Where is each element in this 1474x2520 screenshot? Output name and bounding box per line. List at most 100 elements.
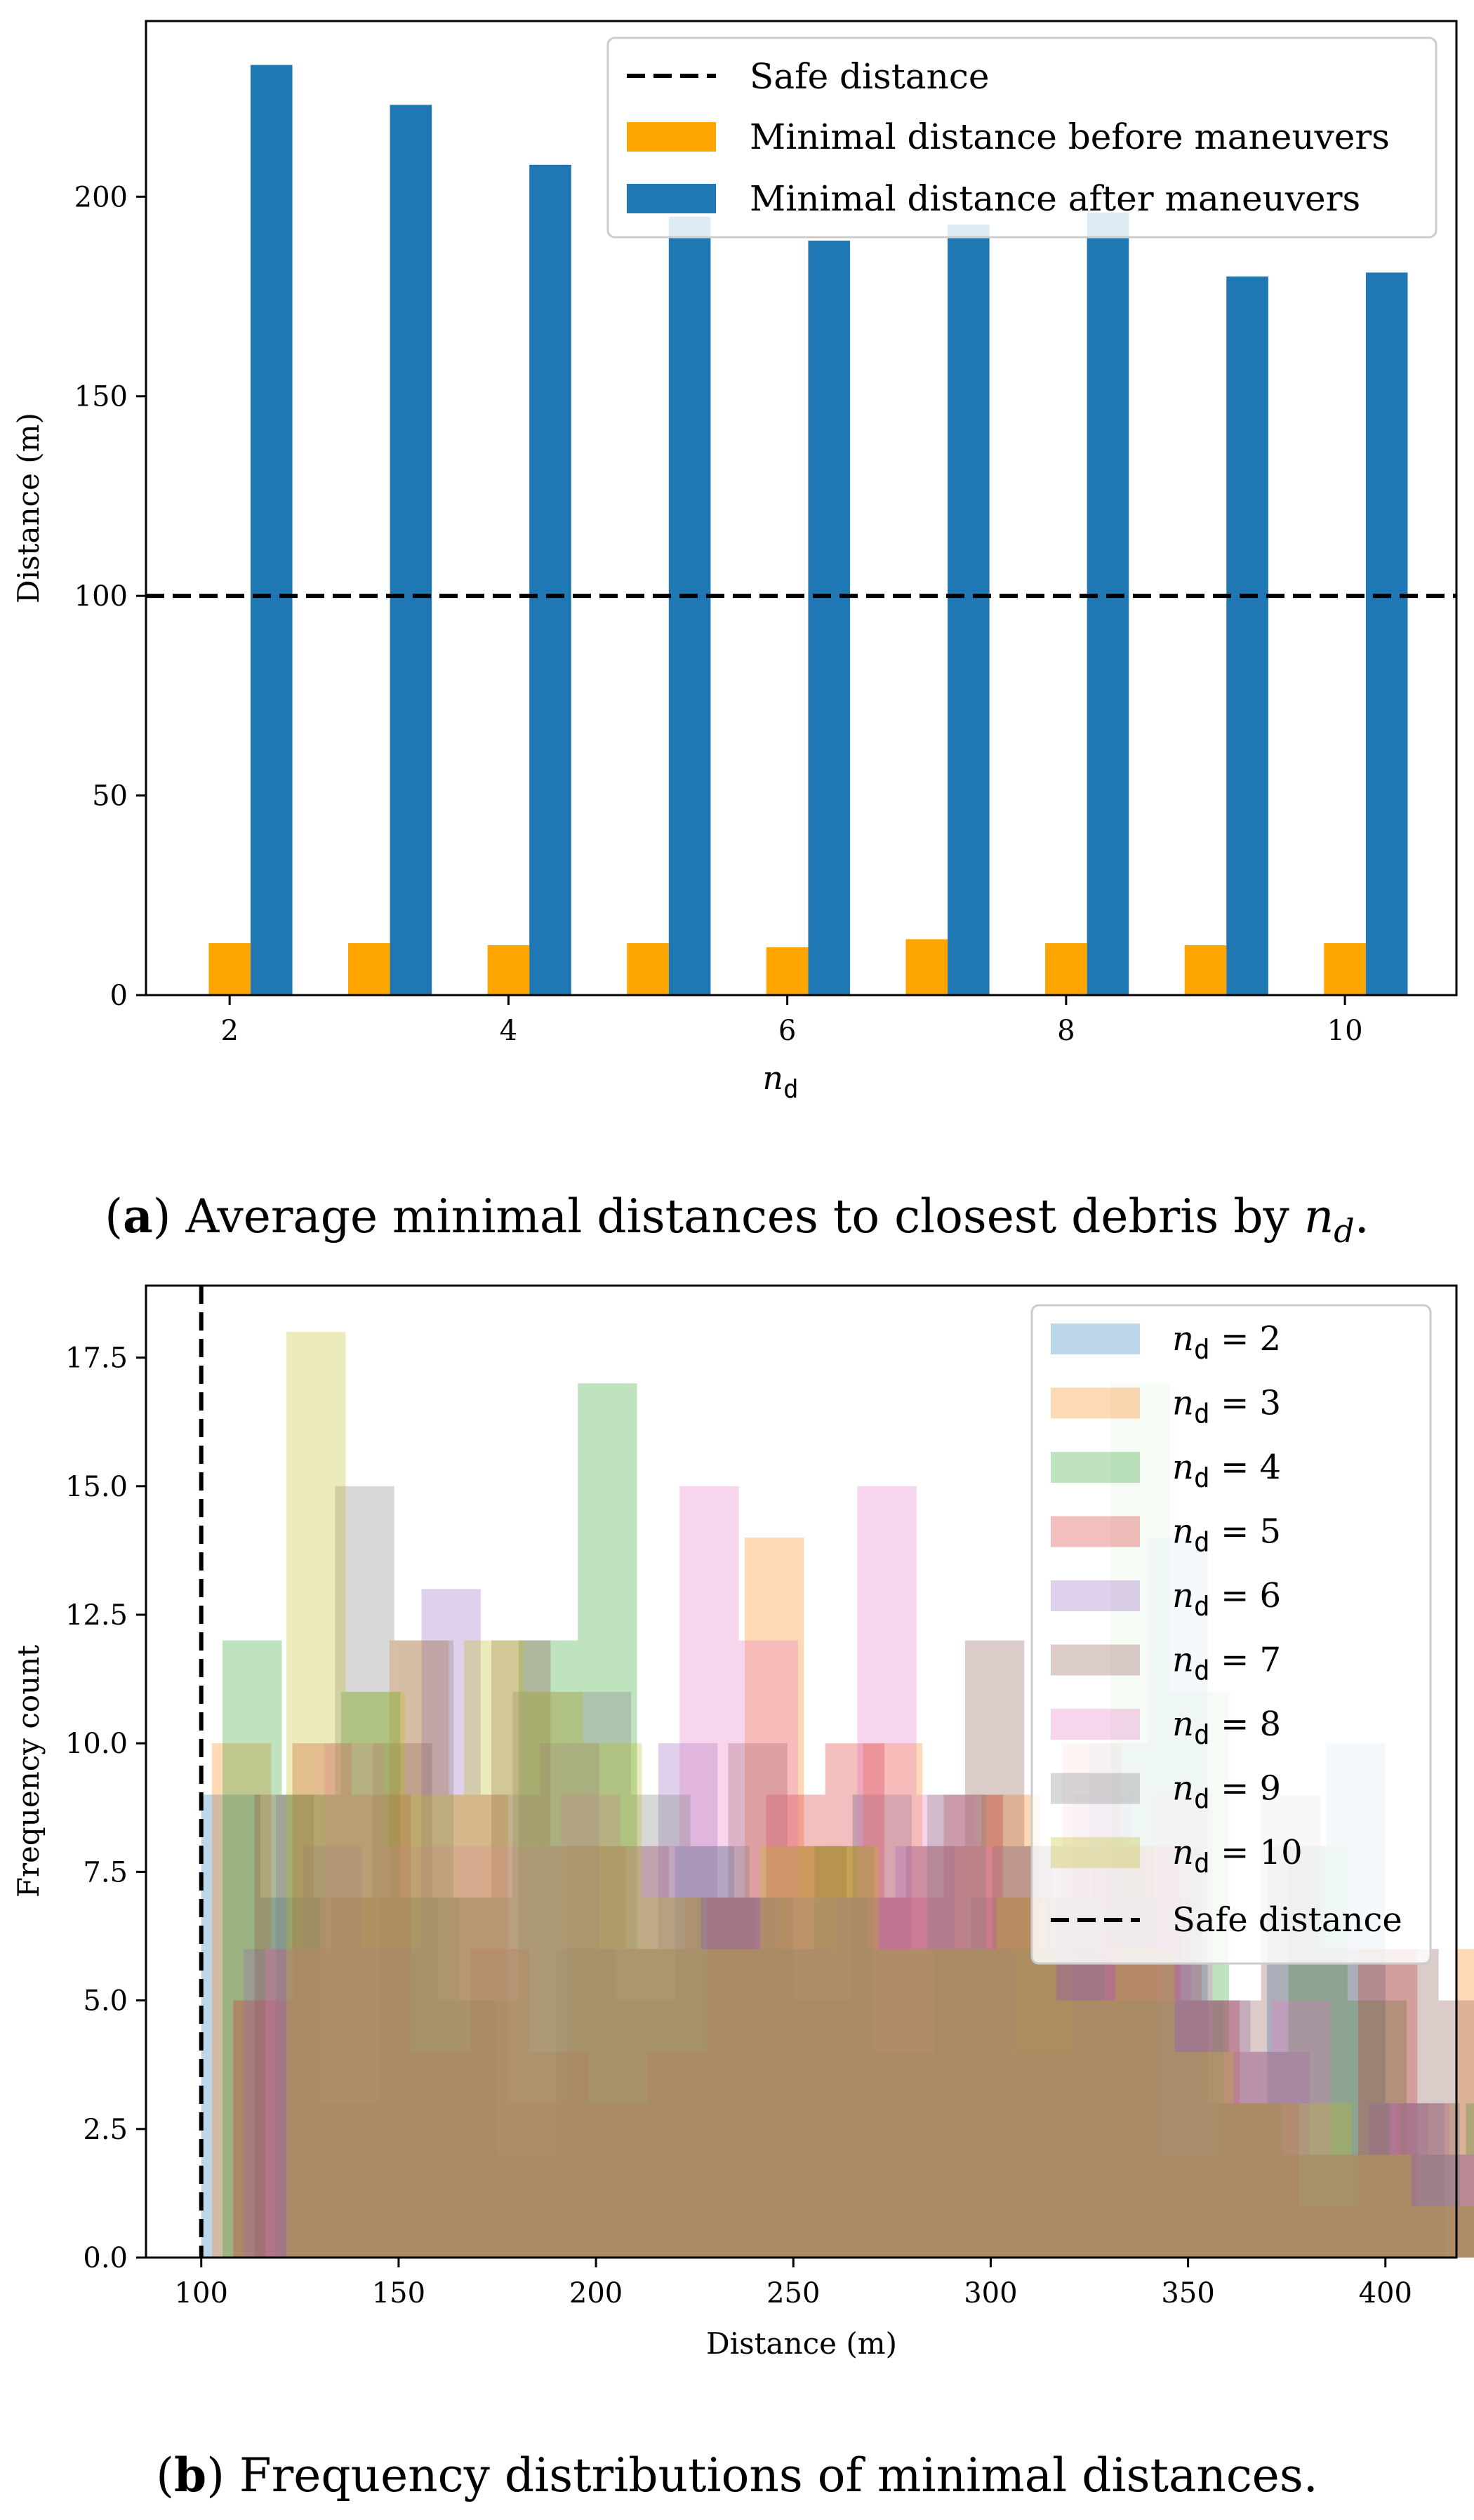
hist-bar-nd-7: [313, 1898, 373, 2258]
legend-label-nd-5: nd = 5: [1172, 1512, 1281, 1558]
x-tick-label-b: 100: [175, 2277, 228, 2309]
hist-bar-nd-5: [351, 1794, 411, 2258]
hist-bar-nd-9: [927, 1794, 987, 2258]
hist-bar-nd-4: [459, 2000, 519, 2258]
hist-bar-nd-6: [1309, 2154, 1369, 2258]
hist-bar-nd-9: [335, 1486, 394, 2258]
legend-swatch-nd-6: [1051, 1580, 1140, 1611]
hist-bar-nd-8: [324, 1743, 384, 2258]
legend-label-safe-b: Safe distance: [1172, 1900, 1402, 1940]
hist-bar-nd-2: [1385, 2103, 1445, 2258]
hist-bar-nd-4: [1051, 1949, 1111, 2258]
hist-bar-nd-9: [1341, 2154, 1401, 2258]
hist-bar-nd-8: [502, 1846, 562, 2258]
bars-a: [208, 65, 1408, 996]
hist-bar-nd-2: [616, 2000, 675, 2258]
hist-bar-nd-5: [233, 2000, 293, 2258]
plot-frame-b: [145, 1284, 1458, 2259]
hist-bar-nd-3: [1336, 2154, 1396, 2258]
hist-bar-nd-7: [432, 1898, 492, 2258]
hist-bar-nd-2: [497, 2154, 557, 2258]
hist-bar-nd-10: [1470, 2206, 1474, 2258]
hist-bar-nd-2: [1207, 2103, 1268, 2258]
hist-bar-nd-8: [1390, 2103, 1449, 2258]
caption-a: (a) Average minimal distances to closest…: [105, 1189, 1369, 1250]
hist-bar-nd-3: [211, 1743, 272, 2258]
hist-bar-nd-6: [540, 1743, 599, 2258]
hist-bar-nd-8: [976, 1846, 1035, 2258]
y-tick-label-a: 100: [74, 580, 128, 613]
hist-bar-nd-5: [766, 1794, 825, 2258]
hist-bar-nd-7: [254, 1794, 314, 2258]
hist-bar-nd-9: [690, 1846, 750, 2258]
hist-bar-nd-6: [1014, 2051, 1073, 2258]
x-tick-label-b: 200: [569, 2277, 623, 2309]
hist-bar-nd-6: [1250, 2051, 1310, 2258]
hist-bar-nd-4: [814, 1846, 874, 2258]
hist-bar-nd-4: [1347, 2000, 1407, 2258]
hist-bar-nd-2: [911, 1949, 971, 2258]
hist-bar-nd-7: [609, 1846, 670, 2258]
hist-bar-nd-7: [846, 1898, 906, 2258]
y-axis-label-b: Frequency count: [11, 1645, 46, 1898]
hist-bar-nd-6: [1191, 2000, 1251, 2258]
hist-bar-nd-6: [1369, 2103, 1428, 2258]
hist-bar-nd-7: [964, 1640, 1025, 2258]
y-tick-label-b: 2.5: [83, 2114, 128, 2146]
hist-bar-nd-4: [696, 1898, 756, 2258]
hist-bar-nd-3: [271, 1949, 331, 2258]
hist-bar-nd-4: [340, 1691, 401, 2258]
hist-bar-nd-6: [717, 1898, 777, 2258]
hist-bar-nd-8: [679, 1486, 739, 2258]
hist-bar-nd-8: [1212, 2051, 1272, 2258]
hist-bar-nd-3: [626, 1949, 686, 2258]
legend-swatch-nd-3: [1051, 1387, 1140, 1419]
hist-bar-nd-3: [389, 1640, 449, 2258]
hist-bar-nd-5: [1417, 2206, 1474, 2258]
x-tick-label-a: 8: [1057, 1015, 1075, 1047]
legend-label-before: Minimal distance before maneuvers: [750, 116, 1390, 157]
hist-bar-nd-10: [938, 1949, 997, 2258]
legend-label-after: Minimal distance after maneuvers: [750, 178, 1360, 219]
hist-bar-nd-10: [760, 1846, 820, 2258]
hist-bar-nd-8: [857, 1486, 917, 2258]
hist-bar-nd-3: [567, 1846, 627, 2258]
hist-bar-nd-8: [1094, 1949, 1154, 2258]
bar-before-nd-3: [347, 943, 390, 995]
x-axis-label-a-sub: d: [783, 1075, 799, 1104]
legend-label-nd-8: nd = 8: [1172, 1705, 1281, 1750]
hist-bar-nd-8: [383, 1846, 443, 2258]
hist-bar-nd-9: [1104, 2000, 1164, 2258]
hist-bar-nd-7: [728, 1743, 788, 2258]
bar-before-nd-10: [1324, 943, 1366, 995]
hist-bar-nd-9: [631, 1794, 691, 2258]
hist-bar-nd-2: [971, 1898, 1030, 2258]
hist-bar-nd-10: [464, 1640, 524, 2258]
hist-bar-nd-6: [362, 1949, 422, 2258]
hist-bar-nd-8: [1331, 2154, 1390, 2258]
bar-after-nd-2: [250, 65, 293, 996]
hist-bar-nd-2: [675, 1846, 734, 2258]
hist-bar-nd-6: [954, 1949, 1014, 2258]
hist-bar-nd-4: [400, 1898, 460, 2258]
hist-bar-nd-2: [852, 1794, 912, 2258]
caption-a-text: ) Average minimal distances to closest d…: [153, 1189, 1304, 1244]
legend-b: nd = 2 nd = 3 nd = 4 nd = 5 nd = 6 nd = 7 nd =…: [1051, 1319, 1303, 1879]
legend-label-nd-9: nd = 9: [1172, 1769, 1281, 1815]
hist-bar-nd-3: [685, 1898, 745, 2258]
x-tick-label-b: 350: [1161, 2277, 1214, 2309]
hist-bar-nd-5: [292, 1743, 352, 2258]
y-ticks-a: 0 50 100 150 200: [74, 181, 146, 1012]
x-tick-label-b: 150: [372, 2277, 425, 2309]
hist-bar-nd-6: [244, 1949, 303, 2258]
hist-bar-nd-8: [620, 1846, 680, 2258]
hist-bar-nd-6: [895, 1846, 955, 2258]
legend-swatch-after: [627, 184, 716, 213]
hist-bar-nd-6: [835, 1898, 896, 2258]
hist-bar-nd-5: [411, 2051, 470, 2258]
legend-label-nd-4: nd = 4: [1172, 1448, 1281, 1493]
hist-bar-nd-7: [905, 1846, 965, 2258]
legend-swatch-nd-9: [1051, 1773, 1140, 1804]
x-tick-label-a: 4: [500, 1015, 517, 1047]
